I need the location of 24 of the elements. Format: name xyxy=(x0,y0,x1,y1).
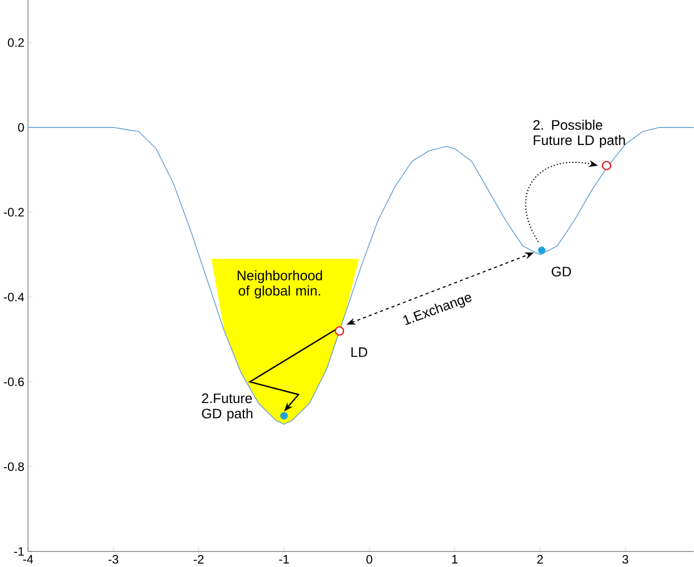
annotation: 2.Future GD path xyxy=(202,393,252,422)
x-tick-label: 2 xyxy=(537,555,543,564)
annotation: Neighborhood of global min. xyxy=(238,270,322,298)
x-tick-label: -3 xyxy=(108,555,118,564)
annotation: GD xyxy=(552,266,571,276)
annotation: LD xyxy=(351,347,368,357)
x-tick-label: -2 xyxy=(194,555,204,564)
x-tick-label: -1 xyxy=(279,555,289,564)
point xyxy=(538,246,546,254)
x-tick-label: 3 xyxy=(622,555,628,564)
y-tick-label: 0.2 xyxy=(8,38,24,47)
point xyxy=(334,326,344,336)
y-tick-label: -1 xyxy=(14,547,24,556)
point xyxy=(280,412,288,420)
point xyxy=(602,160,612,170)
y-tick-label: -0.2 xyxy=(4,208,24,216)
annotation: 2. Possible Future LD path xyxy=(533,120,625,148)
y-tick-label: 0 xyxy=(18,123,24,132)
y-tick-label: -0.4 xyxy=(4,292,24,302)
x-tick-label: 1 xyxy=(452,555,458,564)
y-tick-label: -0.6 xyxy=(4,377,24,386)
x-tick-label: 0 xyxy=(366,555,372,564)
y-tick-label: -0.8 xyxy=(4,462,24,471)
x-tick-label: -4 xyxy=(23,555,34,564)
